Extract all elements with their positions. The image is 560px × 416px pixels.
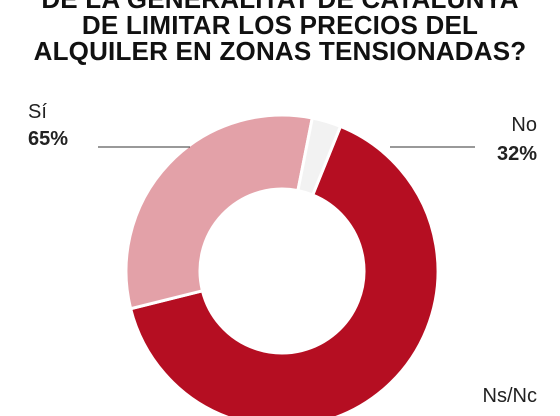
donut-slice-3 — [296, 116, 343, 197]
title-line-1: DE LA GENERALITAT DE CATALUNYA — [0, 0, 560, 12]
label-nsnc-name: Ns/Nc — [483, 385, 537, 407]
title-line-3: ALQUILER EN ZONAS TENSIONADAS? — [33, 36, 527, 66]
title-line-2: DE LIMITAR LOS PRECIOS DEL — [81, 10, 479, 40]
label-no-name: No — [511, 114, 537, 136]
label-si-name: Sí — [28, 101, 47, 123]
donut-slices — [124, 113, 440, 416]
chart-title: DE LA GENERALITAT DE CATALUNYA DE LIMITA… — [0, 0, 560, 64]
label-si-value: 65% — [28, 128, 68, 150]
label-no-value: 32% — [497, 143, 537, 165]
donut-slice-1 — [128, 124, 440, 416]
donut-slice-2 — [124, 113, 315, 311]
